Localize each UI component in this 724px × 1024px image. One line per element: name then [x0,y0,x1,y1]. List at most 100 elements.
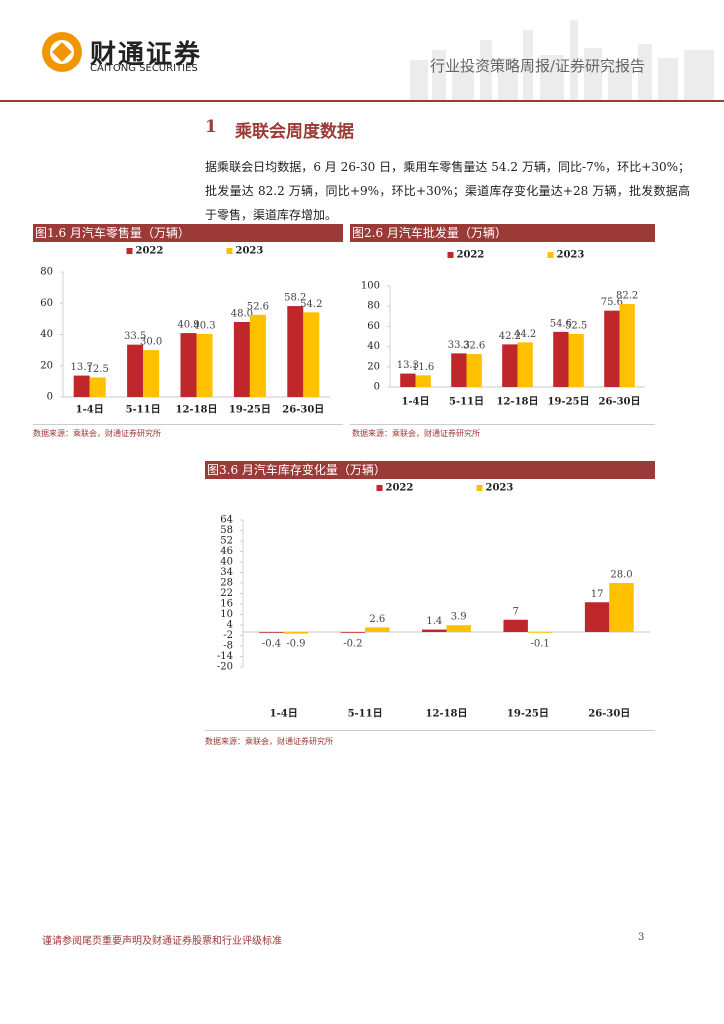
data-label: 52.6 [247,301,269,312]
footer-disclaimer: 谨请参阅尾页重要声明及财通证券股票和行业评级标准 [42,936,282,947]
bar [196,334,213,397]
data-label: -0.4 [262,639,281,650]
bar [287,306,304,397]
data-label: 7 [513,606,519,617]
y-tick-label: 60 [40,298,53,309]
data-label: -0.1 [530,639,549,650]
x-tick-label: 5-11日 [449,396,484,408]
y-tick-label: 22 [220,588,233,599]
chart-title: 图2.6 月汽车批发量（万辆） [350,224,655,242]
y-tick-label: -8 [223,641,233,652]
bar [609,583,634,632]
data-label: 30.0 [140,337,162,348]
chart-source: 数据来源：乘联会，财通证券研究所 [205,737,333,746]
y-tick-label: 80 [40,267,53,278]
data-label: 12.5 [87,364,109,375]
legend-swatch [376,485,383,491]
logo-icon [42,32,82,72]
x-tick-label: 19-25日 [229,404,271,416]
x-tick-label: 5-11日 [348,708,383,720]
legend-label: 2022 [386,483,414,494]
y-tick-label: 80 [367,301,380,312]
data-label: 2.6 [369,614,385,625]
bar [283,632,309,634]
chart-source: 数据来源：乘联会，财通证券研究所 [33,429,161,438]
section-title: 乘联会周度数据 [235,122,354,142]
bar [249,314,266,397]
x-tick-label: 26-30日 [599,396,641,408]
x-tick-label: 12-18日 [497,396,539,408]
page-number: 3 [638,932,645,943]
x-tick-label: 1-4日 [270,708,298,720]
data-label: 42.2 [499,331,521,342]
skyline [410,20,714,100]
data-label: 52.5 [565,320,587,331]
bar [584,602,610,632]
y-tick-label: 20 [40,360,53,371]
logo-en: CAITONG SECURITIES [90,63,198,74]
y-tick-label: 46 [220,546,233,557]
x-tick-label: 26-30日 [282,404,324,416]
legend-label: 2022 [136,246,164,257]
y-tick-label: 0 [374,382,380,393]
section-number: 1 [205,117,217,137]
y-tick-label: 0 [47,392,53,403]
y-tick-label: -20 [217,662,233,673]
bar [127,344,144,397]
bar [517,342,533,387]
y-tick-label: 34 [220,567,233,578]
bar [180,333,197,397]
legend-label: 2022 [457,250,485,261]
data-label: 1.4 [426,616,442,627]
logo-cn: 财通证券 [90,40,203,70]
data-label: 11.6 [412,362,434,373]
data-label: 82.2 [616,290,638,301]
chart-title: 图1.6 月汽车零售量（万辆） [33,224,343,242]
bar [451,353,467,387]
y-tick-label: 58 [220,525,233,536]
x-tick-label: 12-18日 [426,708,468,720]
data-label: 33.3 [448,340,470,351]
chart: 0 20 40 60 80 100 2022 2023 1-4日 13.311.6 5-11日 33.… [361,250,645,408]
legend-swatch [226,248,233,254]
y-tick-label: -14 [217,651,233,662]
bar [415,375,431,387]
bar [502,344,518,387]
bar [422,629,447,632]
bar [89,377,106,397]
data-label: 40.3 [193,321,215,332]
data-label: 54.6 [550,318,572,329]
data-label: 44.2 [514,329,536,340]
data-label: -0.2 [343,639,362,650]
bar [73,375,90,397]
bar [143,350,160,397]
bar [303,312,320,397]
bar [233,322,250,397]
data-label: -0.9 [286,639,305,650]
legend-label: 2023 [557,250,585,261]
y-tick-label: 52 [220,536,233,547]
data-label: 40.9 [177,320,199,331]
data-label: 13.7 [71,362,93,373]
bar [365,627,390,632]
x-tick-label: 26-30日 [588,708,630,720]
y-tick-label: 40 [40,329,53,340]
y-tick-label: 64 [220,515,233,526]
data-label: 58.2 [284,293,306,304]
data-label: 75.6 [601,297,623,308]
data-label: 17 [591,589,604,600]
data-label: 33.5 [124,331,146,342]
y-tick-label: 40 [367,341,380,352]
y-tick-label: -2 [223,630,233,641]
bar [400,373,416,387]
data-label: 3.9 [451,612,467,623]
data-label: 28.0 [610,570,632,581]
legend-label: 2023 [236,246,264,257]
legend-swatch [547,252,554,258]
data-label: 48.0 [231,309,253,320]
y-tick-label: 20 [367,361,380,372]
paragraph: 据乘联会日均数据，6 月 26-30 日，乘用车零售量达 54.2 万辆，同比-… [205,160,690,222]
rule [350,424,655,425]
